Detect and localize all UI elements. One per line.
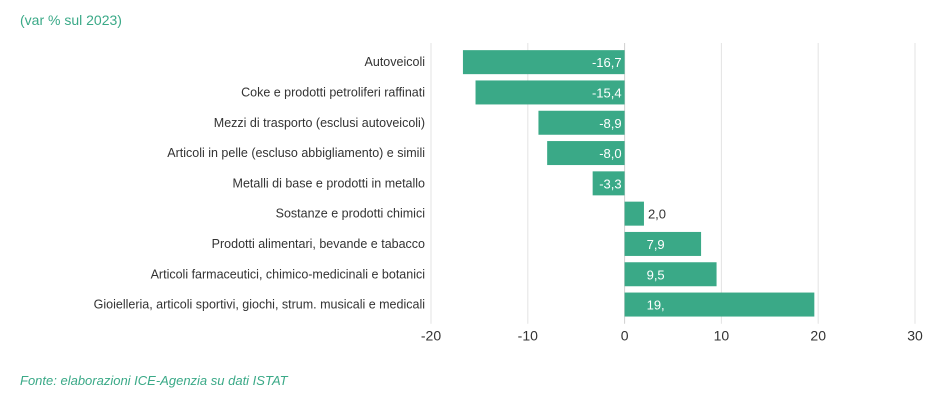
bar-8	[624, 262, 717, 287]
category-label: Sostanze e prodotti chimici	[276, 207, 425, 221]
data-label: -15,4	[592, 85, 622, 100]
x-tick-label: 30	[907, 328, 923, 344]
bar-4	[547, 141, 625, 166]
data-label: 7,9	[647, 237, 665, 252]
bar-2	[475, 80, 625, 105]
category-label: Metalli di base e prodotti in metallo	[233, 176, 426, 190]
data-label: -8,9	[599, 116, 621, 131]
x-tick-label: 20	[810, 328, 826, 344]
category-label: Articoli farmaceutici, chimico-medicinal…	[151, 267, 425, 281]
data-label: -3,3	[599, 176, 621, 191]
bar-3	[538, 110, 625, 135]
category-label: Mezzi di trasporto (esclusi autoveicoli)	[214, 116, 425, 130]
category-label: Articoli in pelle (escluso abbigliamento…	[167, 146, 425, 160]
bar-7	[624, 231, 702, 256]
bar-5	[592, 171, 625, 196]
category-label: Coke e prodotti petroliferi raffinati	[241, 85, 425, 99]
x-tick-label: 10	[714, 328, 730, 344]
category-label: Gioielleria, articoli sportivi, giochi, …	[94, 298, 425, 312]
category-label: Prodotti alimentari, bevande e tabacco	[212, 237, 425, 251]
data-label: -8,0	[599, 146, 621, 161]
data-label: 19,	[647, 298, 665, 313]
chart-source: Fonte: elaborazioni ICE-Agenzia su dati …	[20, 373, 288, 388]
data-label: -16,7	[592, 55, 622, 70]
bar-9	[624, 292, 815, 317]
data-label: 9,5	[647, 267, 665, 282]
data-label: 2,0	[648, 207, 666, 222]
x-tick-label: -10	[518, 328, 538, 344]
bar-6	[624, 201, 644, 226]
chart-subtitle: (var % sul 2023)	[20, 12, 122, 28]
x-tick-label: 0	[621, 328, 629, 344]
bar-1	[462, 50, 625, 75]
category-label: Autoveicoli	[365, 55, 425, 69]
x-tick-label: -20	[421, 328, 441, 344]
